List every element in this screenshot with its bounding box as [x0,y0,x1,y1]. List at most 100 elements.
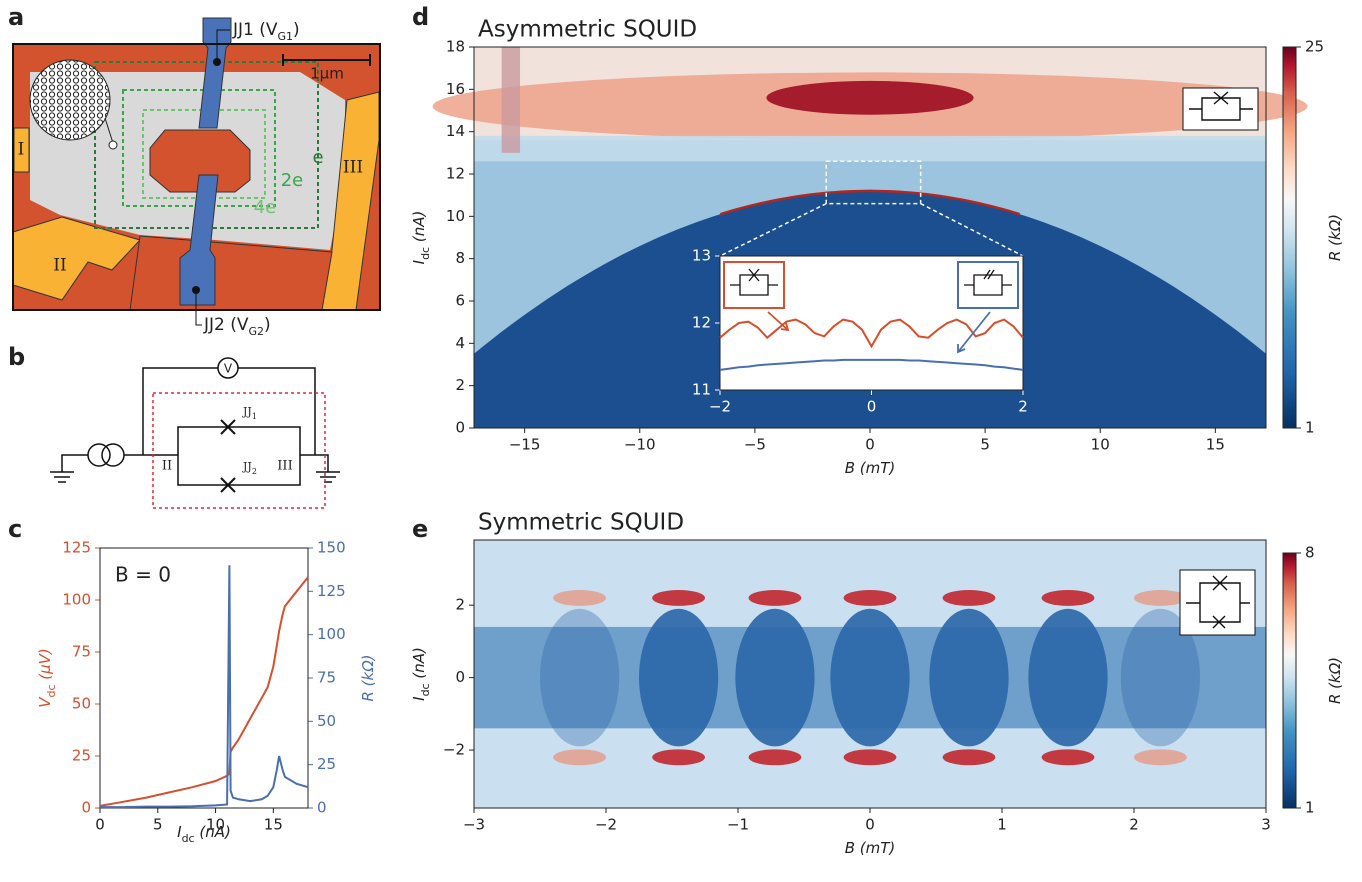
heatmap-feature [652,590,705,606]
x-tick-label: −10 [624,436,656,454]
heatmap-feature [844,590,897,606]
loop-label: 4e [254,197,277,218]
panel-label: d [412,3,429,31]
squid-loop [178,427,300,485]
axis-label: Vdc (µV) [36,648,58,708]
x-tick-label: 15 [1206,436,1225,454]
label-part: (mT) [855,459,895,477]
label-part: R [359,691,377,701]
y-tick-label: 2 [455,376,465,394]
heatmap-feature [749,749,802,765]
y-tick-label: 12 [446,165,465,183]
heatmap-feature [553,590,606,606]
heatmap [474,540,1266,808]
y-tick-label: −2 [443,741,465,759]
label-part: ) [293,20,300,40]
colorbar [1283,47,1296,428]
y-tick-label: 150 [317,539,346,557]
jj2-label: JJ2 (VG2) [203,315,271,338]
heatmap-feature [1134,749,1187,765]
label-part: R [1326,251,1344,261]
x-tick-label: 0 [867,398,877,416]
panel-label: a [8,3,24,31]
figure: 1µm I II III e 2e 4e JJ1 (VG1) JJ2 (VG2)… [0,0,1362,882]
x-tick-label: 3 [1261,816,1271,834]
x-tick-label: 15 [264,816,283,834]
y-tick-label: 50 [317,712,336,730]
label-part: G1 [278,30,294,43]
lead-label: III [343,158,363,178]
series-line [100,565,308,807]
y-tick-label: 0 [455,419,465,437]
label-part: 1 [252,412,257,421]
x-tick-label: −15 [509,436,541,454]
colorbar-tick-label: 1 [1305,419,1315,437]
heatmap-feature [639,609,718,747]
y-tick-label: 75 [317,669,336,687]
x-tick-label: −5 [744,436,766,454]
marker [109,141,117,149]
label-part: dc [419,683,432,696]
y-tick-label: 6 [455,292,465,310]
current-source [88,444,110,466]
label-part: (kΩ) [1326,657,1344,694]
label-part: JJ2 (V [203,315,249,335]
heatmap-feature [943,749,996,765]
jj2-label: JJ2 [242,460,257,476]
y-tick-label: 50 [72,695,91,713]
y-tick-label: 8 [455,249,465,267]
label-part: (mT) [855,839,895,857]
label-part: dc [419,247,432,260]
y-tick-label: 75 [72,643,91,661]
x-tick-label: 5 [153,816,163,834]
heatmap-feature [830,609,909,747]
y-tick-label: 11 [692,381,711,399]
lead-label: I [18,140,25,160]
y-tick-label: 125 [317,582,346,600]
circuit [50,358,340,508]
y-tick-label: 14 [446,122,465,140]
heatmap-feature [540,609,619,747]
label-part: JJ [242,460,252,473]
y-tick-label: 0 [81,799,91,817]
label-part: (kΩ) [1326,214,1344,251]
axis-label: B (mT) [845,839,896,857]
y-tick-label: 125 [62,539,91,557]
label-part: ) [264,315,271,335]
heatmap-feature [1028,609,1107,747]
axis-label: R (kΩ) [359,654,377,701]
y-tick-label: 0 [455,668,465,686]
x-tick-label: 10 [1091,436,1110,454]
colorbar-tick-label: 8 [1305,544,1315,562]
loop-label: e [312,147,323,168]
y-tick-label: 25 [317,755,336,773]
label-part: (nA) [410,211,428,247]
lead-label: II [53,256,66,276]
axis-label: R (kΩ) [1326,657,1344,704]
wire [62,455,88,472]
heatmap-feature [929,609,1008,747]
x-tick-label: −3 [463,816,485,834]
label-part: B [845,459,855,477]
label-part: JJ1 (V [232,20,278,40]
heatmap-feature [1134,590,1187,606]
y-tick-label: 4 [455,334,465,352]
heatmap-feature [844,749,897,765]
x-tick-label: 0 [865,436,875,454]
lead-label: II [162,459,172,474]
axis-label: R (kΩ) [1326,214,1344,261]
x-tick-label: −2 [709,398,731,416]
y-tick-label: 0 [317,799,327,817]
axis-label: Idc (nA) [177,823,231,845]
heatmap-feature [474,136,1266,161]
wire [300,455,328,472]
heatmap-feature [749,590,802,606]
axis-label: B (mT) [845,459,896,477]
x-tick-label: 0 [95,816,105,834]
wire [143,368,218,455]
heatmap-feature [1042,590,1095,606]
colorbar-tick-label: 25 [1305,38,1324,56]
panel-label: e [412,515,428,543]
label-part: JJ [242,405,252,418]
dashed-box [153,393,325,508]
